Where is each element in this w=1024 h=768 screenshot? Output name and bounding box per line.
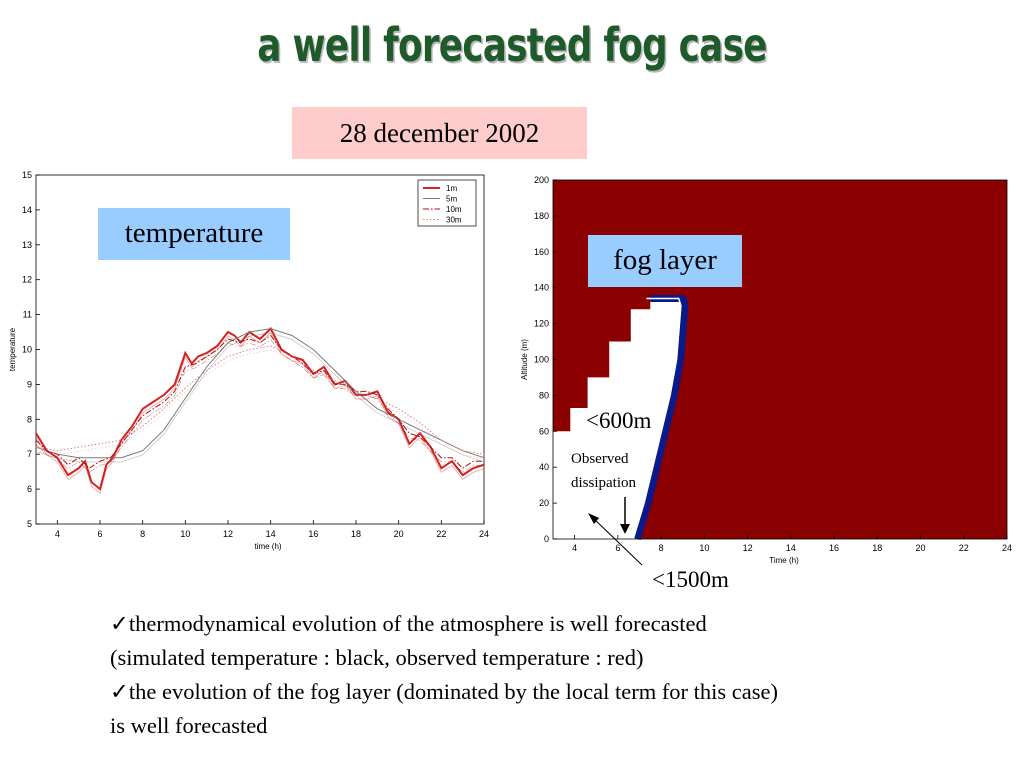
y-tick-label: 100 xyxy=(534,355,549,365)
y-tick-label: 60 xyxy=(539,426,549,436)
bullet-text: (simulated temperature : black, observed… xyxy=(110,645,644,670)
bullet-list: ✓thermodynamical evolution of the atmosp… xyxy=(110,607,990,743)
legend-label-10m: 10m xyxy=(446,205,462,214)
x-tick-label: 14 xyxy=(786,543,796,553)
x-tick-label: 24 xyxy=(1002,543,1012,553)
y-tick-label: 160 xyxy=(534,247,549,257)
bullet-text: the evolution of the fog layer (dominate… xyxy=(128,679,779,704)
x-tick-label: 22 xyxy=(436,529,446,539)
x-tick-label: 6 xyxy=(97,529,102,539)
y-tick-label: 7 xyxy=(27,449,32,459)
series-line-30m-companion xyxy=(35,349,485,459)
fog-layer-tag: fog layer xyxy=(588,235,742,287)
x-tick-label: 18 xyxy=(872,543,882,553)
x-tick-label: 4 xyxy=(55,529,60,539)
y-axis-label: temperature xyxy=(8,327,17,371)
date-box: 28 december 2002 xyxy=(292,107,587,159)
y-tick-label: 5 xyxy=(27,519,32,529)
x-tick-label: 12 xyxy=(743,543,753,553)
x-tick-label: 16 xyxy=(308,529,318,539)
y-tick-label: 0 xyxy=(544,534,549,544)
series-line-10m xyxy=(35,334,484,469)
x-axis-label: Time (h) xyxy=(769,556,799,565)
bullet-3: ✓the evolution of the fog layer (dominat… xyxy=(110,675,990,709)
series-line-30m xyxy=(35,345,485,455)
bullet-2: (simulated temperature : black, observed… xyxy=(110,641,990,675)
temperature-tag: temperature xyxy=(98,208,290,260)
y-tick-label: 140 xyxy=(534,283,549,293)
y-tick-label: 6 xyxy=(27,484,32,494)
x-tick-label: 6 xyxy=(615,543,620,553)
fog-layer-chart: 4 6 8 10 12 14 16 18 20 22 24 0 20 40 60 80 100 120 140 160… xyxy=(520,175,1012,566)
x-tick-label: 8 xyxy=(140,529,145,539)
bullet-text: is well forecasted xyxy=(110,713,268,738)
x-tick-label: 16 xyxy=(829,543,839,553)
x-tick-label: 18 xyxy=(351,529,361,539)
x-tick-label: 12 xyxy=(223,529,233,539)
x-tick-label: 10 xyxy=(180,529,190,539)
fog-1500m-label: <1500m xyxy=(652,567,729,592)
y-tick-label: 40 xyxy=(539,462,549,472)
check-icon: ✓ xyxy=(110,679,129,704)
legend-label-5m: 5m xyxy=(446,195,457,204)
series-line-1m-companion xyxy=(35,332,485,494)
x-tick-label: 20 xyxy=(916,543,926,553)
observed-dissipation-label-2: dissipation xyxy=(571,475,637,491)
y-tick-label: 9 xyxy=(27,379,32,389)
y-tick-label: 8 xyxy=(27,414,32,424)
fog-1500m-arrow xyxy=(592,517,643,566)
fog-1500m-arrowhead xyxy=(588,513,599,524)
dissipation-arrowhead xyxy=(620,524,630,534)
check-icon: ✓ xyxy=(110,611,129,636)
y-tick-label: 180 xyxy=(534,211,549,221)
series-line-10m-companion xyxy=(35,339,484,473)
y-tick-label: 15 xyxy=(22,170,32,180)
y-tick-label: 80 xyxy=(539,390,549,400)
slide-title: a well forecasted fog case xyxy=(257,18,767,72)
legend-label-1m: 1m xyxy=(446,184,457,193)
y-tick-label: 200 xyxy=(534,175,549,185)
bullet-4: is well forecasted xyxy=(110,709,990,743)
x-tick-label: 4 xyxy=(572,543,577,553)
y-tick-label: 20 xyxy=(539,498,549,508)
y-axis-label: Altitude (m) xyxy=(520,339,529,380)
series-line-1m xyxy=(35,326,485,491)
fog-600m-label: <600m xyxy=(586,408,652,433)
y-tick-label: 14 xyxy=(22,205,32,215)
observed-dissipation-label-1: Observed xyxy=(571,451,629,467)
y-tick-label: 11 xyxy=(23,310,32,320)
x-tick-label: 8 xyxy=(659,543,664,553)
x-axis-label: time (h) xyxy=(254,542,281,551)
fog-edge-highlight xyxy=(632,297,682,540)
x-tick-label: 20 xyxy=(394,529,404,539)
temperature-chart: 4 6 8 10 12 14 16 18 20 22 24 5 6 7 8 9 10 11 12 13 14 15 time… xyxy=(8,170,489,551)
bullet-1: ✓thermodynamical evolution of the atmosp… xyxy=(110,607,990,641)
x-tick-label: 22 xyxy=(959,543,969,553)
bullet-text: thermodynamical evolution of the atmosph… xyxy=(128,611,707,636)
x-tick-label: 14 xyxy=(266,529,276,539)
y-tick-label: 10 xyxy=(22,345,32,355)
x-tick-label: 10 xyxy=(699,543,709,553)
x-tick-label: 24 xyxy=(479,529,489,539)
y-tick-label: 13 xyxy=(22,240,32,250)
y-tick-label: 120 xyxy=(534,319,549,329)
legend-label-30m: 30m xyxy=(446,216,462,225)
y-tick-label: 12 xyxy=(22,275,32,285)
